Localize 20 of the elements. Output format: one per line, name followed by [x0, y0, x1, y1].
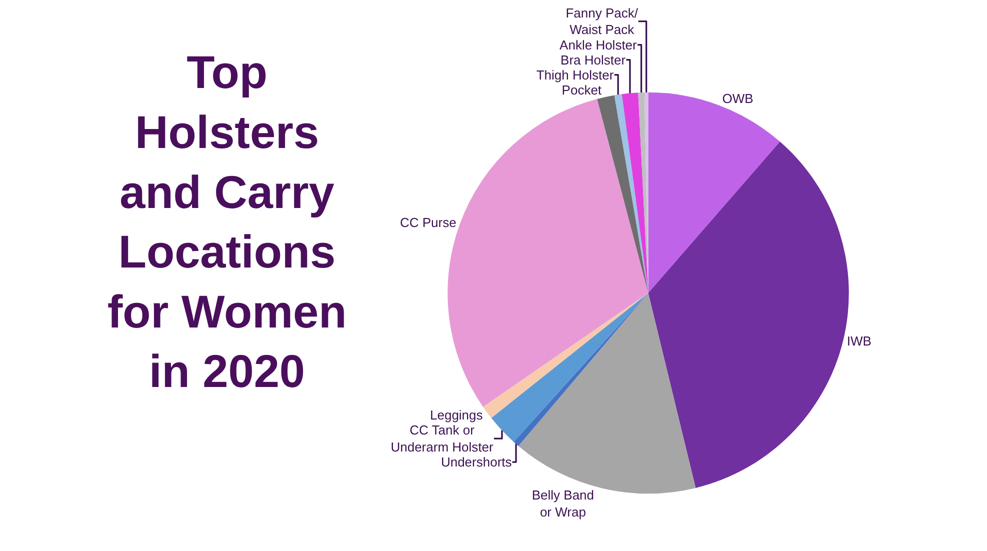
- text: Top Holsters and Carry Locations for Women in 2020: [107, 46, 347, 398]
- slice-label: Undershorts: [440, 454, 512, 470]
- pie-slice: [482, 293, 648, 418]
- slice-label: Leggings: [430, 408, 484, 423]
- pie-slice: [514, 293, 648, 446]
- slice-label: IWB: [846, 333, 872, 348]
- slice-label: Belly Band or Wrap: [532, 487, 594, 520]
- slice-label: Bra Holster: [560, 52, 626, 68]
- slice-label: OWB: [722, 91, 754, 106]
- slice-label: Thigh Holster: [536, 67, 614, 82]
- pie-slice: [491, 293, 648, 442]
- slice-label: Pocket: [562, 82, 602, 98]
- slice-label: CC Tank or Underarm Holster: [390, 422, 494, 455]
- slice-label: Ankle Holster: [560, 37, 638, 52]
- slice-label: CC Purse: [400, 214, 456, 230]
- pie-slice: [614, 94, 648, 293]
- pie-slice: [648, 142, 849, 488]
- pie-slice: [597, 95, 648, 293]
- slice-label: Fanny Pack/ Waist Pack: [566, 5, 638, 38]
- pie-slice: [648, 92, 780, 293]
